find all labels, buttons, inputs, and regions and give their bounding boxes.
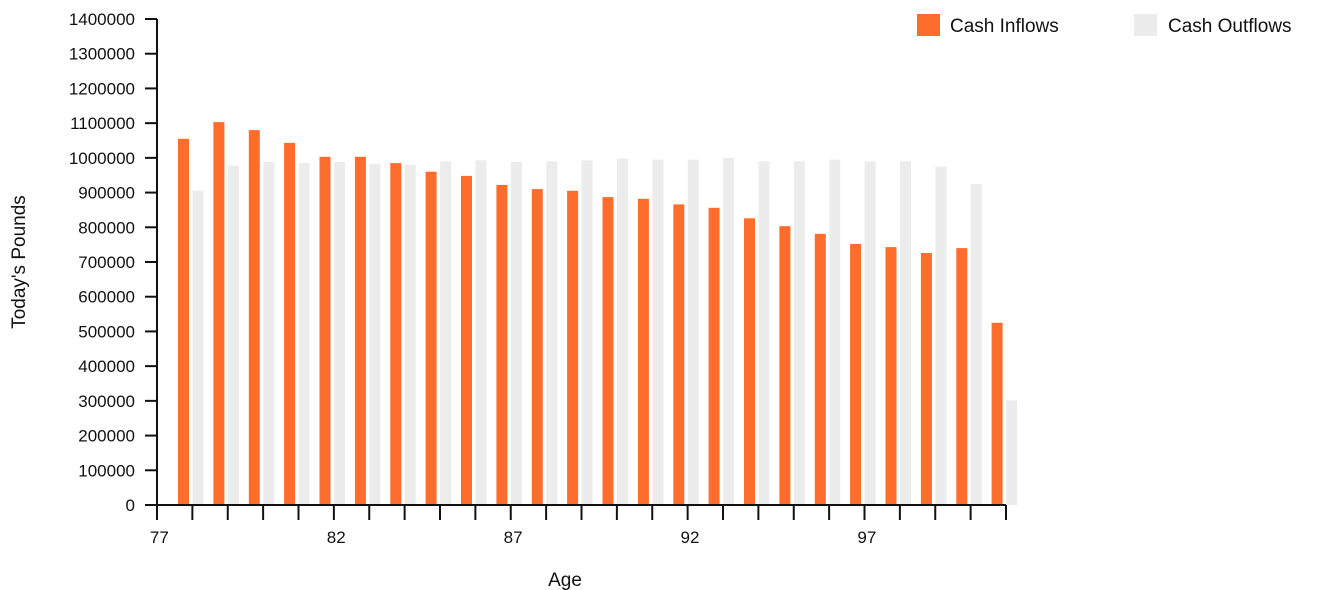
- bar-cash-outflows-96: [864, 161, 876, 506]
- x-tick-label: 97: [857, 528, 876, 547]
- y-tick-label: 1100000: [70, 114, 135, 133]
- bar-cash-inflows-85: [461, 175, 472, 505]
- bar-cash-inflows-78: [213, 122, 225, 505]
- bar-cash-outflows-97: [900, 161, 911, 506]
- bar-cash-inflows-90: [637, 198, 649, 506]
- x-axis: 77 82 87 92 97: [150, 504, 1007, 547]
- y-tick-label: 1200000: [69, 79, 135, 98]
- y-axis-title: Today's Pounds: [9, 195, 30, 329]
- bar-cash-outflows-79: [263, 162, 275, 505]
- bar-cash-outflows-87: [546, 161, 558, 506]
- x-axis-title: Age: [548, 570, 582, 590]
- bar-cash-outflows-77: [192, 190, 204, 506]
- bar-cash-inflows-92: [708, 207, 720, 506]
- bar-cash-inflows-91: [673, 204, 685, 505]
- bar-cash-inflows-83: [390, 163, 402, 505]
- y-tick-label: 700000: [78, 253, 135, 272]
- bar-cash-inflows-97: [885, 247, 897, 505]
- bar-cash-outflows-100: [1006, 400, 1018, 505]
- legend-label-cash-outflows: Cash Outflows: [1168, 16, 1292, 37]
- legend-swatch-cash-inflows: [917, 14, 940, 36]
- bar-cash-inflows-84: [425, 171, 437, 505]
- bar-cash-inflows-94: [779, 226, 791, 505]
- y-tick-label: 1400000: [69, 10, 135, 29]
- x-tick-label: 82: [327, 528, 346, 547]
- bar-cash-outflows-85: [475, 160, 487, 506]
- bar-cash-outflows-93: [758, 161, 770, 506]
- bar-cash-outflows-94: [793, 161, 805, 506]
- bar-cash-outflows-89: [617, 158, 628, 505]
- y-tick-label: 500000: [78, 322, 135, 341]
- y-tick-label: 900000: [78, 184, 135, 203]
- y-axis: 0 100000 200000 300000 400000 500000 600000 700…: [69, 10, 158, 515]
- bar-cash-outflows-99: [970, 183, 982, 505]
- bar-cash-outflows-80: [298, 163, 310, 505]
- bar-cash-inflows-100: [991, 322, 1003, 506]
- bar-cash-outflows-95: [829, 159, 841, 505]
- y-tick-label: 200000: [78, 427, 135, 446]
- bar-cash-inflows-77: [178, 138, 189, 506]
- x-tick-label: 92: [681, 528, 700, 547]
- bar-cash-inflows-95: [814, 233, 826, 505]
- bar-cash-outflows-81: [334, 162, 345, 505]
- bar-cash-inflows-87: [531, 189, 543, 505]
- bar-cash-inflows-99: [956, 248, 968, 505]
- bar-cash-inflows-82: [354, 156, 366, 506]
- bar-cash-outflows-90: [652, 159, 664, 505]
- bar-cash-outflows-86: [510, 162, 522, 505]
- y-tick-label: 400000: [78, 357, 135, 376]
- bar-cash-inflows-93: [744, 218, 755, 506]
- y-tick-label: 0: [126, 496, 135, 515]
- bar-cash-inflows-79: [248, 130, 260, 505]
- bar-cash-inflows-86: [496, 184, 508, 505]
- bar-cash-outflows-92: [723, 157, 735, 505]
- bar-cash-outflows-88: [581, 160, 593, 506]
- bar-cash-inflows-81: [319, 156, 331, 506]
- legend-label-cash-inflows: Cash Inflows: [950, 16, 1059, 37]
- legend-swatch-cash-outflows: [1134, 14, 1157, 36]
- y-tick-label: 1000000: [69, 149, 135, 168]
- y-tick-label: 300000: [78, 392, 135, 411]
- bar-cash-outflows-84: [440, 161, 452, 506]
- bar-cash-outflows-82: [369, 163, 381, 506]
- bar-cash-inflows-98: [920, 253, 932, 505]
- bar-cash-inflows-88: [567, 190, 579, 506]
- bar-cash-outflows-98: [935, 166, 947, 505]
- y-tick-label: 800000: [78, 218, 135, 237]
- bar-cash-inflows-80: [284, 142, 296, 505]
- y-tick-label: 100000: [78, 461, 135, 480]
- bars-group: [178, 122, 1018, 506]
- y-tick-label: 1300000: [69, 45, 135, 64]
- legend: Cash Inflows Cash Outflows: [917, 14, 1292, 37]
- x-tick-label: 87: [504, 528, 523, 547]
- bar-cash-outflows-83: [404, 164, 416, 506]
- bar-cash-inflows-89: [602, 197, 614, 505]
- bar-cash-outflows-91: [687, 159, 699, 505]
- y-tick-label: 600000: [78, 288, 135, 307]
- bar-cash-inflows-96: [850, 243, 862, 505]
- x-tick-label: 77: [150, 528, 169, 547]
- bar-cash-outflows-78: [227, 165, 239, 505]
